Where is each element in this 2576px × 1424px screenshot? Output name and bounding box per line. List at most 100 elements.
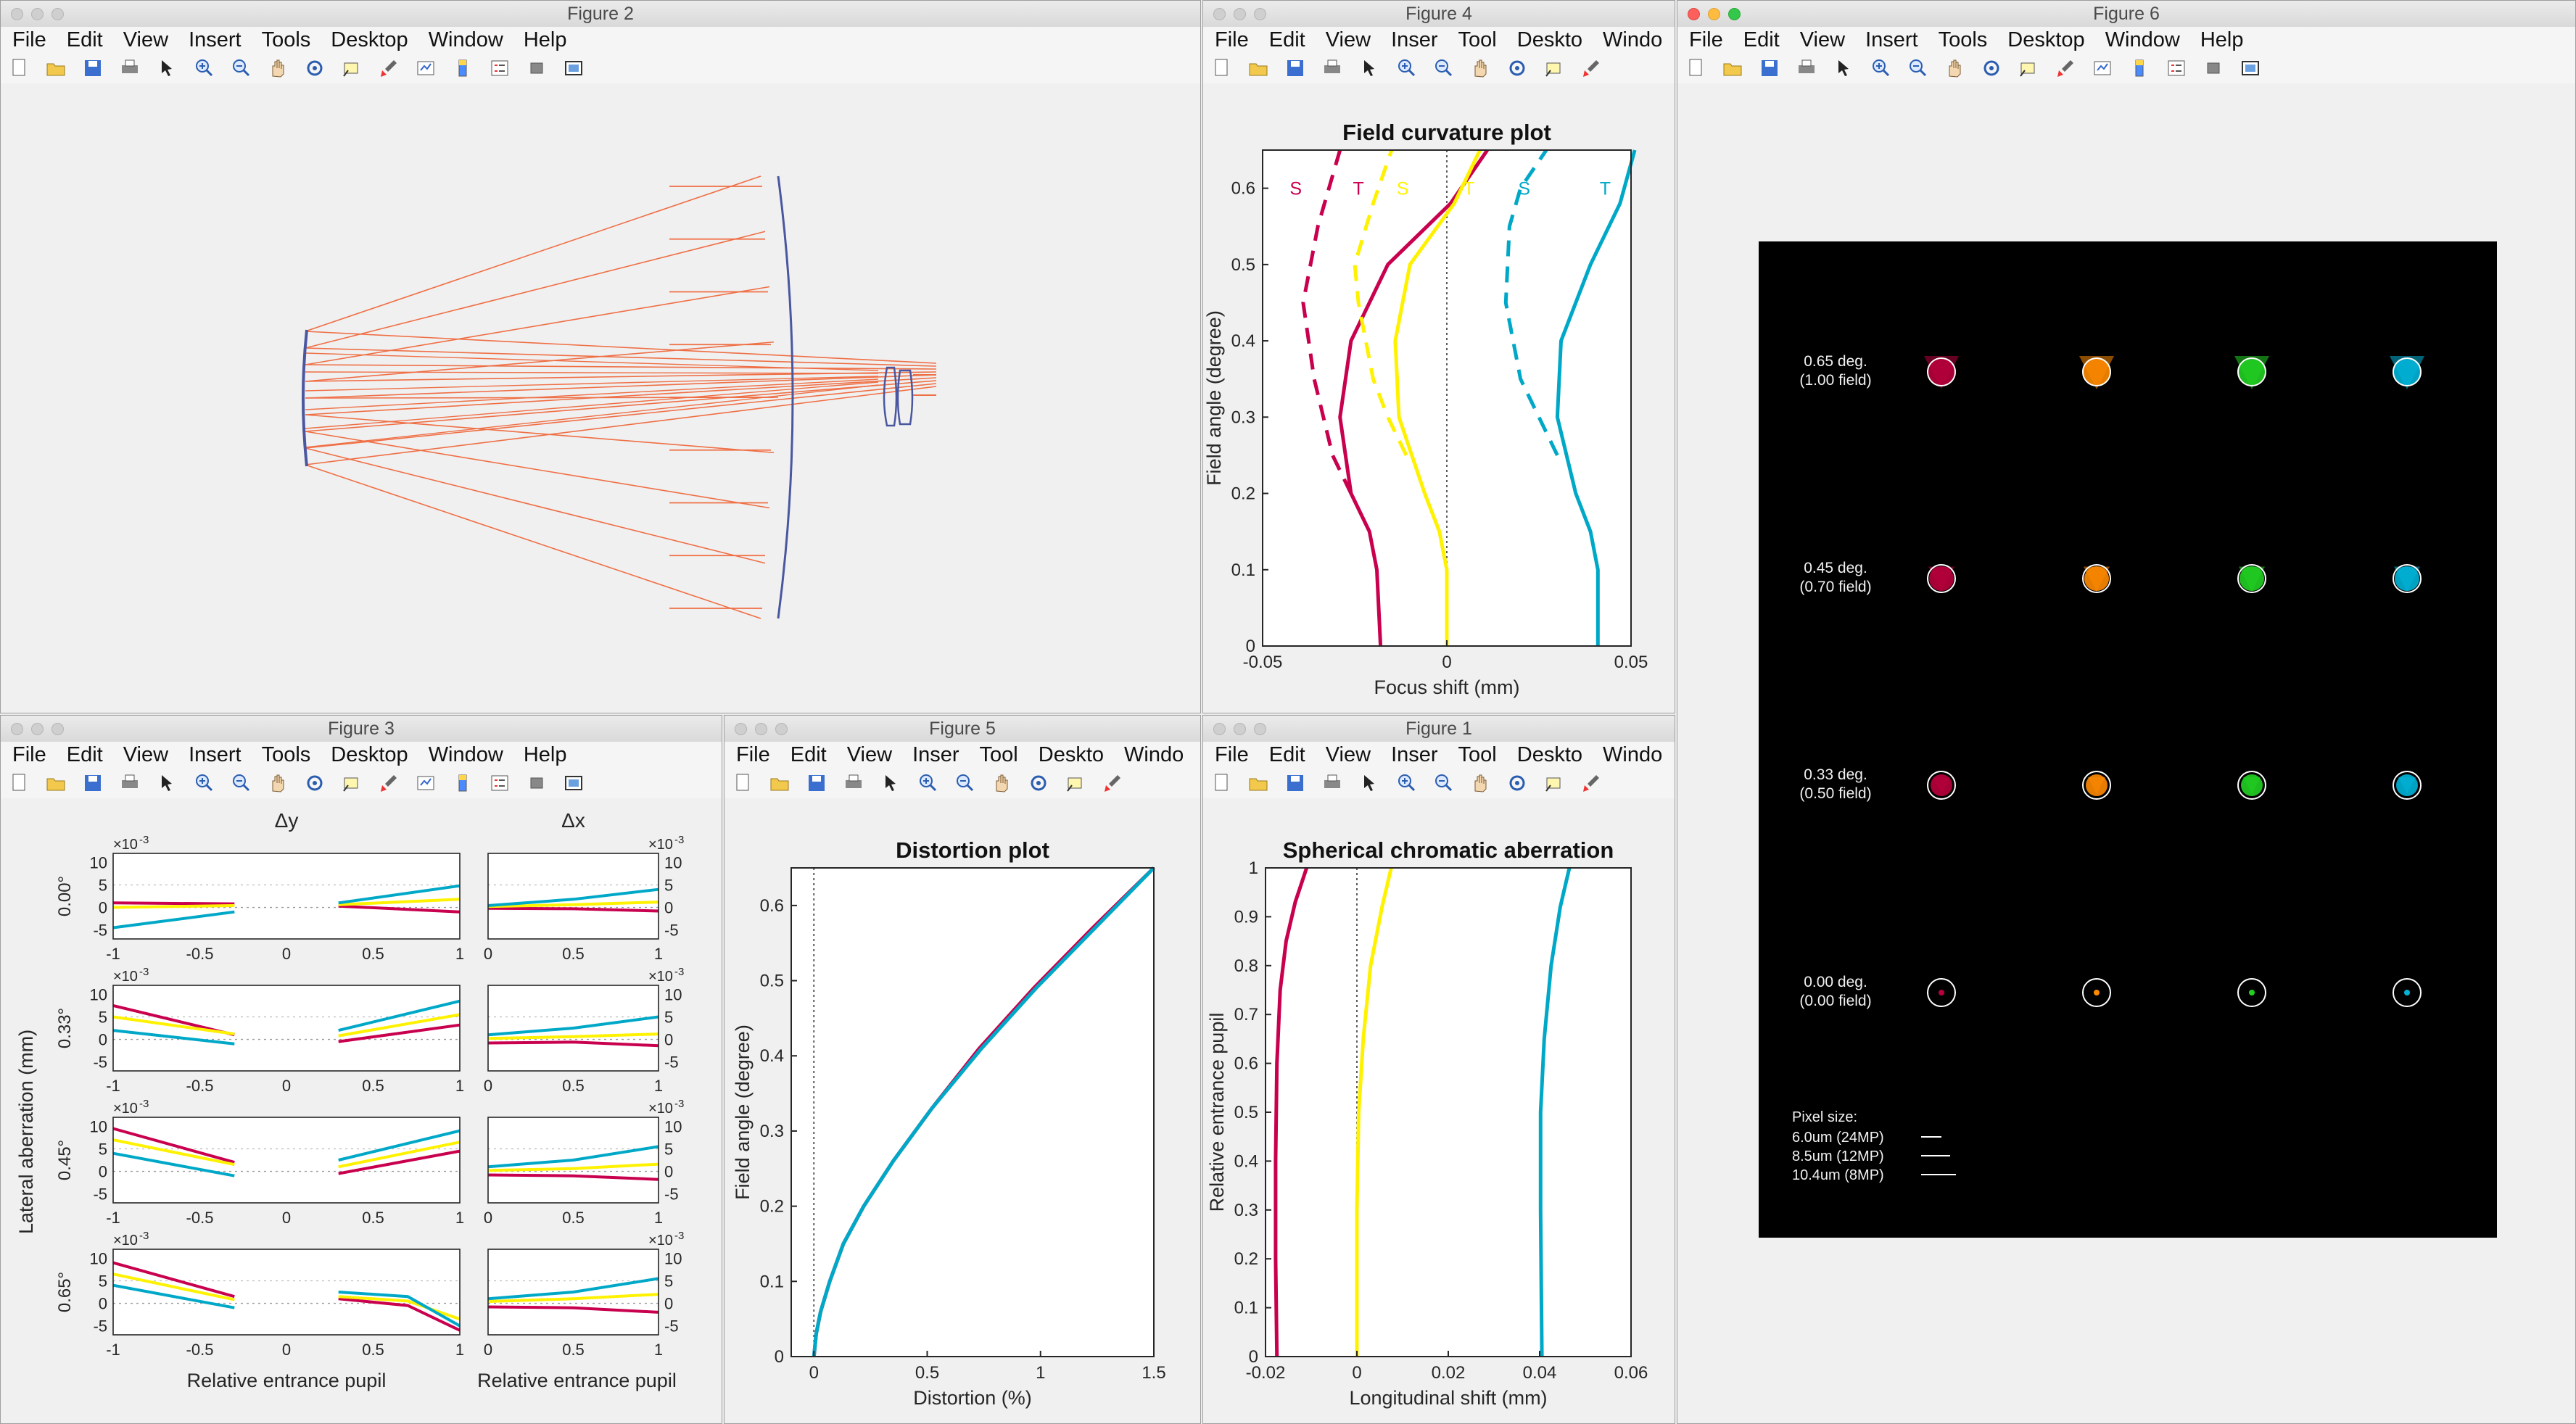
menu-file[interactable]: File	[736, 743, 770, 766]
rotate-3d-icon[interactable]	[1506, 57, 1528, 79]
zoom-in-icon[interactable]	[193, 57, 215, 79]
menu-edit[interactable]: Edit	[1743, 28, 1780, 51]
new-file-icon[interactable]	[8, 772, 30, 794]
minimize-window-button[interactable]	[1234, 8, 1246, 20]
menu-windo[interactable]: Windo	[1603, 28, 1663, 51]
data-cursor-icon[interactable]	[1543, 772, 1565, 794]
print-icon[interactable]	[1321, 57, 1343, 79]
new-file-icon[interactable]	[1685, 57, 1706, 79]
menu-view[interactable]: View	[1799, 28, 1846, 51]
colorbar-icon[interactable]	[2129, 57, 2150, 79]
menu-tools[interactable]: Tools	[261, 28, 311, 51]
menu-inser[interactable]: Inser	[912, 743, 959, 766]
menu-insert[interactable]: Insert	[189, 743, 242, 766]
menu-tools[interactable]: Tools	[261, 743, 311, 766]
link-plot-icon[interactable]	[2092, 57, 2113, 79]
data-cursor-icon[interactable]	[2018, 57, 2039, 79]
rotate-3d-icon[interactable]	[1028, 772, 1049, 794]
new-file-icon[interactable]	[1210, 57, 1232, 79]
title-bar[interactable]: Figure 5	[724, 716, 1200, 742]
minimize-window-button[interactable]	[1234, 723, 1246, 735]
menu-desktop[interactable]: Desktop	[331, 743, 408, 766]
data-cursor-icon[interactable]	[1543, 57, 1565, 79]
hide-plot-tools-icon[interactable]	[526, 57, 548, 79]
legend-icon[interactable]	[489, 57, 511, 79]
colorbar-icon[interactable]	[452, 772, 474, 794]
print-icon[interactable]	[843, 772, 864, 794]
rotate-3d-icon[interactable]	[1981, 57, 2002, 79]
menu-window[interactable]: Window	[2105, 28, 2180, 51]
save-icon[interactable]	[82, 772, 104, 794]
menu-windo[interactable]: Windo	[1603, 743, 1663, 766]
brush-icon[interactable]	[1102, 772, 1123, 794]
close-window-button[interactable]	[1213, 8, 1226, 20]
minimize-window-button[interactable]	[31, 723, 44, 735]
pointer-icon[interactable]	[1833, 57, 1854, 79]
title-bar[interactable]: Figure 2	[1, 1, 1200, 28]
menu-tool[interactable]: Tool	[1458, 743, 1497, 766]
menu-edit[interactable]: Edit	[1268, 28, 1305, 51]
zoom-in-icon[interactable]	[1395, 57, 1417, 79]
pan-hand-icon[interactable]	[1944, 57, 1965, 79]
brush-icon[interactable]	[1580, 772, 1602, 794]
menu-file[interactable]: File	[1215, 743, 1249, 766]
title-bar[interactable]: Figure 1	[1203, 716, 1675, 742]
menu-window[interactable]: Window	[428, 743, 503, 766]
title-bar[interactable]: Figure 4	[1203, 1, 1675, 28]
menu-tool[interactable]: Tool	[979, 743, 1018, 766]
zoom-out-icon[interactable]	[1432, 57, 1454, 79]
legend-icon[interactable]	[489, 772, 511, 794]
show-plot-tools-icon[interactable]	[563, 772, 585, 794]
pointer-icon[interactable]	[880, 772, 901, 794]
menu-view[interactable]: View	[123, 743, 169, 766]
data-cursor-icon[interactable]	[1065, 772, 1086, 794]
menu-help[interactable]: Help	[2200, 28, 2244, 51]
zoom-window-button[interactable]	[51, 723, 64, 735]
legend-icon[interactable]	[2166, 57, 2187, 79]
minimize-window-button[interactable]	[1708, 8, 1720, 20]
zoom-in-icon[interactable]	[917, 772, 938, 794]
zoom-window-button[interactable]	[1254, 723, 1266, 735]
zoom-out-icon[interactable]	[954, 772, 975, 794]
menu-help[interactable]: Help	[1192, 742, 1200, 768]
zoom-out-icon[interactable]	[1432, 772, 1454, 794]
hide-plot-tools-icon[interactable]	[2203, 57, 2224, 79]
data-cursor-icon[interactable]	[341, 772, 363, 794]
pan-hand-icon[interactable]	[267, 57, 289, 79]
zoom-in-icon[interactable]	[1395, 772, 1417, 794]
open-file-icon[interactable]	[1247, 772, 1269, 794]
show-plot-tools-icon[interactable]	[563, 57, 585, 79]
menu-help[interactable]: Help	[1671, 742, 1675, 768]
menu-view[interactable]: View	[1325, 743, 1371, 766]
link-plot-icon[interactable]	[415, 772, 437, 794]
data-cursor-icon[interactable]	[341, 57, 363, 79]
brush-icon[interactable]	[2055, 57, 2076, 79]
menu-view[interactable]: View	[123, 28, 169, 51]
menu-insert[interactable]: Insert	[1865, 28, 1918, 51]
menu-file[interactable]: File	[1215, 28, 1249, 51]
close-window-button[interactable]	[11, 723, 23, 735]
menu-view[interactable]: View	[846, 743, 893, 766]
print-icon[interactable]	[119, 57, 141, 79]
menu-tools[interactable]: Tools	[1938, 28, 1988, 51]
menu-help[interactable]: Help	[1671, 27, 1675, 53]
zoom-window-button[interactable]	[1254, 8, 1266, 20]
menu-desktop[interactable]: Desktop	[331, 28, 408, 51]
zoom-out-icon[interactable]	[230, 57, 252, 79]
menu-file[interactable]: File	[12, 28, 46, 51]
menu-window[interactable]: Window	[428, 28, 503, 51]
open-file-icon[interactable]	[1722, 57, 1743, 79]
zoom-in-icon[interactable]	[1870, 57, 1891, 79]
menu-edit[interactable]: Edit	[66, 743, 103, 766]
print-icon[interactable]	[119, 772, 141, 794]
menu-edit[interactable]: Edit	[790, 743, 827, 766]
menu-desktop[interactable]: Desktop	[2007, 28, 2085, 51]
close-window-button[interactable]	[11, 8, 23, 20]
new-file-icon[interactable]	[8, 57, 30, 79]
open-file-icon[interactable]	[1247, 57, 1269, 79]
pointer-icon[interactable]	[156, 57, 178, 79]
open-file-icon[interactable]	[769, 772, 790, 794]
zoom-window-button[interactable]	[775, 723, 788, 735]
close-window-button[interactable]	[1213, 723, 1226, 735]
save-icon[interactable]	[82, 57, 104, 79]
